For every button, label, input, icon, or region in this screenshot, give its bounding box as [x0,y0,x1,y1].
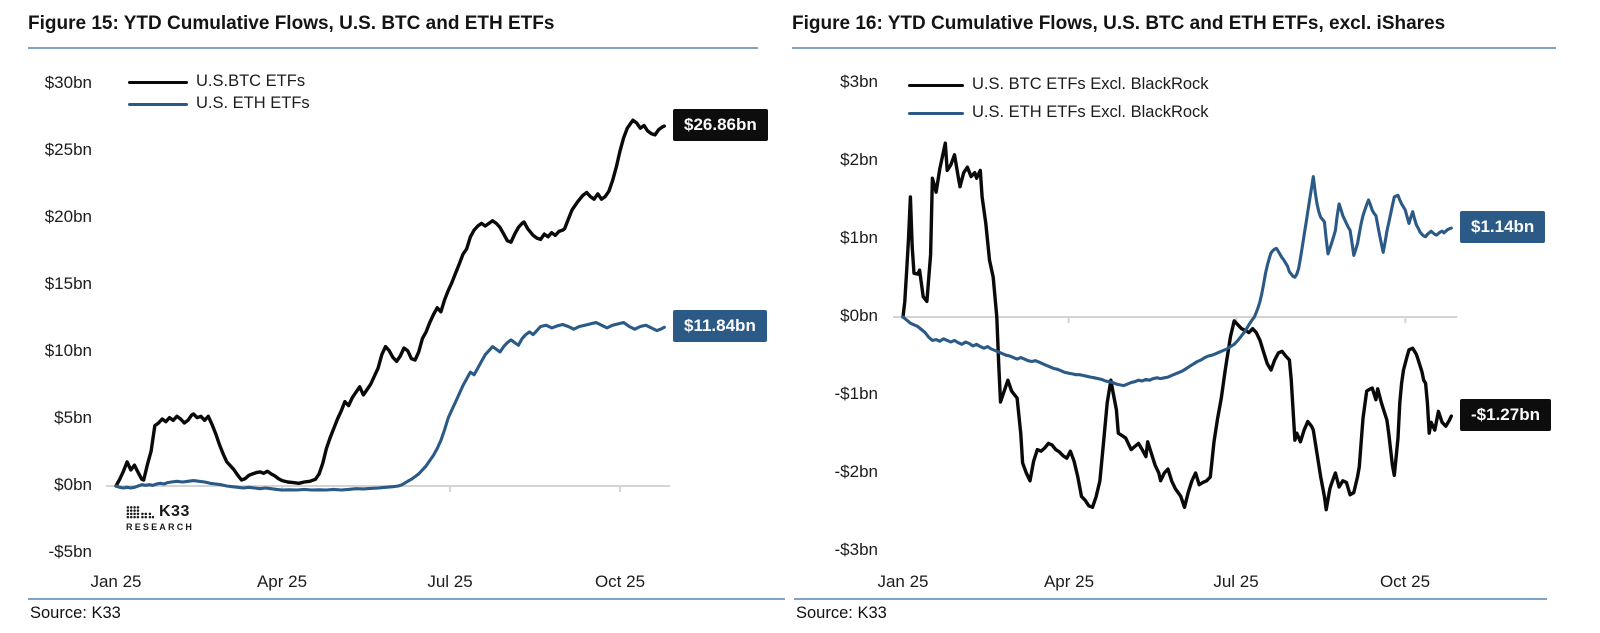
legend-label: U.S. ETH ETFs [196,94,310,112]
y-tick-label: $15bn [44,274,92,293]
series-line-btc [901,141,1453,512]
legend-line-sample-eth [908,112,964,115]
x-tick-label: Oct 25 [1379,572,1431,591]
y-tick-label: -$3bn [834,540,878,559]
legend-line-sample-btc [908,84,964,87]
x-tick-label: Jan 25 [877,572,929,591]
y-tick-label: -$2bn [834,462,878,481]
series-line-btc [114,118,666,488]
figure15-title: Figure 15: YTD Cumulative Flows, U.S. BT… [28,13,555,34]
end-value-badge-eth: $11.84bn [673,310,767,342]
figure16-title: Figure 16: YTD Cumulative Flows, U.S. BT… [792,13,1446,34]
legend-label: U.S. ETH ETFs Excl. BlackRock [972,103,1209,121]
y-tick-label: $1bn [840,228,878,247]
k33-research-logo: K33 RESEARCH [126,503,194,532]
end-value-badge-btc: -$1.27bn [1460,399,1551,431]
figure15-axis-rule [28,598,785,600]
legend-label: U.S.BTC ETFs [196,72,306,90]
series-line-eth [901,175,1453,388]
figure16-source: Source: K33 [796,604,887,622]
x-tick-label: Jul 25 [427,572,473,591]
y-tick-label: -$5bn [48,542,92,561]
k33-logo-subtext: RESEARCH [126,522,195,532]
y-tick-label: $0bn [840,306,878,325]
y-tick-label: $10bn [44,341,92,360]
y-tick-label: $5bn [54,408,92,427]
y-tick-label: $3bn [840,72,878,91]
y-tick-label: -$1bn [834,384,878,403]
k33-logo-text: K33 [159,503,190,520]
figure16-title-underline [792,47,1556,49]
x-tick-label: Oct 25 [594,572,646,591]
figure15-title-underline [28,47,758,49]
y-tick-label: $30bn [44,73,92,92]
x-tick-label: Jan 25 [90,572,142,591]
end-value-badge-eth: $1.14bn [1460,211,1546,243]
end-value-badge-btc: $26.86bn [673,109,768,141]
legend-line-sample-btc [128,81,188,84]
figure15-source: Source: K33 [30,604,121,622]
k33-dots-icon [126,505,154,518]
legend-label: U.S. BTC ETFs Excl. BlackRock [972,75,1209,93]
series-line-eth [114,320,666,492]
x-tick-label: Jul 25 [1213,572,1259,591]
y-tick-label: $25bn [44,140,92,159]
y-tick-label: $20bn [44,207,92,226]
x-tick-label: Apr 25 [256,572,308,591]
y-tick-label: $2bn [840,150,878,169]
legend-line-sample-eth [128,103,188,106]
figure16-axis-rule [794,598,1547,600]
y-tick-label: $0bn [54,475,92,494]
x-tick-label: Apr 25 [1043,572,1095,591]
